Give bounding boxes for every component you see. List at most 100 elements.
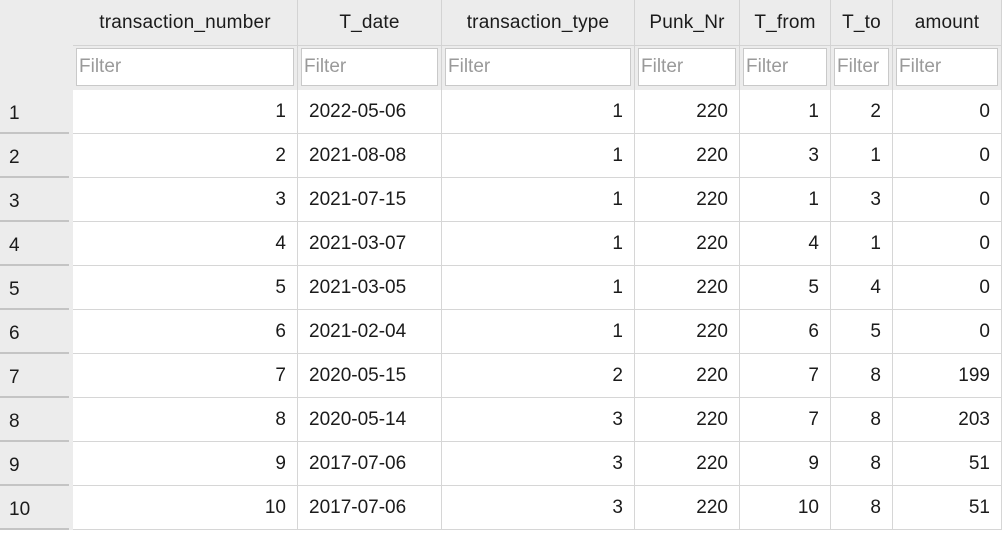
table-cell[interactable]: 0: [893, 266, 1002, 310]
table-cell[interactable]: 0: [893, 90, 1002, 134]
table-cell[interactable]: 1: [442, 90, 635, 134]
filter-cell: [73, 46, 298, 90]
table-cell[interactable]: 1: [740, 90, 831, 134]
table-cell[interactable]: 2: [831, 90, 893, 134]
row-header-gap: [69, 310, 73, 354]
column-header-punk-nr[interactable]: Punk_Nr: [635, 0, 740, 46]
table-cell[interactable]: 2: [73, 134, 298, 178]
filter-input-transaction-type[interactable]: [445, 48, 631, 86]
table-cell[interactable]: 1: [442, 222, 635, 266]
table-cell[interactable]: 2017-07-06: [298, 486, 442, 530]
row-number[interactable]: 9: [0, 442, 69, 486]
table-cell[interactable]: 6: [740, 310, 831, 354]
table-cell[interactable]: 220: [635, 178, 740, 222]
filter-input-t-from[interactable]: [743, 48, 827, 86]
table-cell[interactable]: 220: [635, 266, 740, 310]
table-cell[interactable]: 1: [73, 90, 298, 134]
column-header-amount[interactable]: amount: [893, 0, 1002, 46]
table-cell[interactable]: 2021-02-04: [298, 310, 442, 354]
table-cell[interactable]: 10: [740, 486, 831, 530]
table-cell[interactable]: 220: [635, 90, 740, 134]
table-cell[interactable]: 8: [73, 398, 298, 442]
table-cell[interactable]: 4: [73, 222, 298, 266]
table-cell[interactable]: 4: [740, 222, 831, 266]
table-cell[interactable]: 220: [635, 442, 740, 486]
table-cell[interactable]: 1: [831, 134, 893, 178]
table-cell[interactable]: 0: [893, 222, 1002, 266]
table-cell[interactable]: 2017-07-06: [298, 442, 442, 486]
table-cell[interactable]: 7: [73, 354, 298, 398]
table-cell[interactable]: 1: [442, 310, 635, 354]
table-cell[interactable]: 203: [893, 398, 1002, 442]
table-cell[interactable]: 220: [635, 222, 740, 266]
table-cell[interactable]: 220: [635, 486, 740, 530]
table-cell[interactable]: 5: [73, 266, 298, 310]
table-cell[interactable]: 5: [831, 310, 893, 354]
row-number[interactable]: 1: [0, 90, 69, 134]
table-cell[interactable]: 8: [831, 442, 893, 486]
table-cell[interactable]: 0: [893, 134, 1002, 178]
table-cell[interactable]: 9: [740, 442, 831, 486]
table-cell[interactable]: 3: [442, 442, 635, 486]
table-cell[interactable]: 7: [740, 398, 831, 442]
table-cell[interactable]: 220: [635, 354, 740, 398]
table-cell[interactable]: 3: [442, 486, 635, 530]
row-number[interactable]: 5: [0, 266, 69, 310]
table-cell[interactable]: 2022-05-06: [298, 90, 442, 134]
table-cell[interactable]: 8: [831, 354, 893, 398]
table-cell[interactable]: 51: [893, 486, 1002, 530]
table-cell[interactable]: 2021-07-15: [298, 178, 442, 222]
table-cell[interactable]: 8: [831, 398, 893, 442]
filter-input-t-date[interactable]: [301, 48, 438, 86]
table-cell[interactable]: 220: [635, 310, 740, 354]
row-number[interactable]: 3: [0, 178, 69, 222]
table-cell[interactable]: 2: [442, 354, 635, 398]
row-number[interactable]: 6: [0, 310, 69, 354]
table-cell[interactable]: 9: [73, 442, 298, 486]
table-corner: [0, 0, 73, 90]
table-cell[interactable]: 2020-05-14: [298, 398, 442, 442]
row-number[interactable]: 7: [0, 354, 69, 398]
column-header-t-date[interactable]: T_date: [298, 0, 442, 46]
table-cell[interactable]: 1: [831, 222, 893, 266]
row-number[interactable]: 8: [0, 398, 69, 442]
table-cell[interactable]: 3: [442, 398, 635, 442]
table-cell[interactable]: 3: [73, 178, 298, 222]
filter-input-t-to[interactable]: [834, 48, 889, 86]
filter-input-amount[interactable]: [896, 48, 998, 86]
table-cell[interactable]: 1: [740, 178, 831, 222]
column-header-t-to[interactable]: T_to: [831, 0, 893, 46]
table-cell[interactable]: 7: [740, 354, 831, 398]
table-cell[interactable]: 1: [442, 266, 635, 310]
table-cell[interactable]: 2021-08-08: [298, 134, 442, 178]
row-number[interactable]: 10: [0, 486, 69, 530]
table-cell[interactable]: 2021-03-05: [298, 266, 442, 310]
table-cell[interactable]: 2021-03-07: [298, 222, 442, 266]
table-cell[interactable]: 8: [831, 486, 893, 530]
table-cell[interactable]: 1: [442, 178, 635, 222]
table-cell[interactable]: 220: [635, 134, 740, 178]
column-header-transaction-number[interactable]: transaction_number: [73, 0, 298, 46]
table-cell[interactable]: 199: [893, 354, 1002, 398]
table-cell[interactable]: 0: [893, 178, 1002, 222]
table-cell[interactable]: 51: [893, 442, 1002, 486]
table-cell[interactable]: 4: [831, 266, 893, 310]
filter-input-punk-nr[interactable]: [638, 48, 736, 86]
table-cell[interactable]: 0: [893, 310, 1002, 354]
table-cell[interactable]: 5: [740, 266, 831, 310]
table-cell[interactable]: 3: [831, 178, 893, 222]
table-cell[interactable]: 10: [73, 486, 298, 530]
table-cell[interactable]: 220: [635, 398, 740, 442]
table-cell[interactable]: 1: [442, 134, 635, 178]
table-cell[interactable]: 2020-05-15: [298, 354, 442, 398]
row-number[interactable]: 2: [0, 134, 69, 178]
table-cell[interactable]: 6: [73, 310, 298, 354]
table-cell[interactable]: 3: [740, 134, 831, 178]
row-number[interactable]: 4: [0, 222, 69, 266]
filter-input-transaction-number[interactable]: [76, 48, 294, 86]
row-header-gap: [69, 398, 73, 442]
column-header-transaction-type[interactable]: transaction_type: [442, 0, 635, 46]
column-header-t-from[interactable]: T_from: [740, 0, 831, 46]
row-header-gap: [69, 442, 73, 486]
